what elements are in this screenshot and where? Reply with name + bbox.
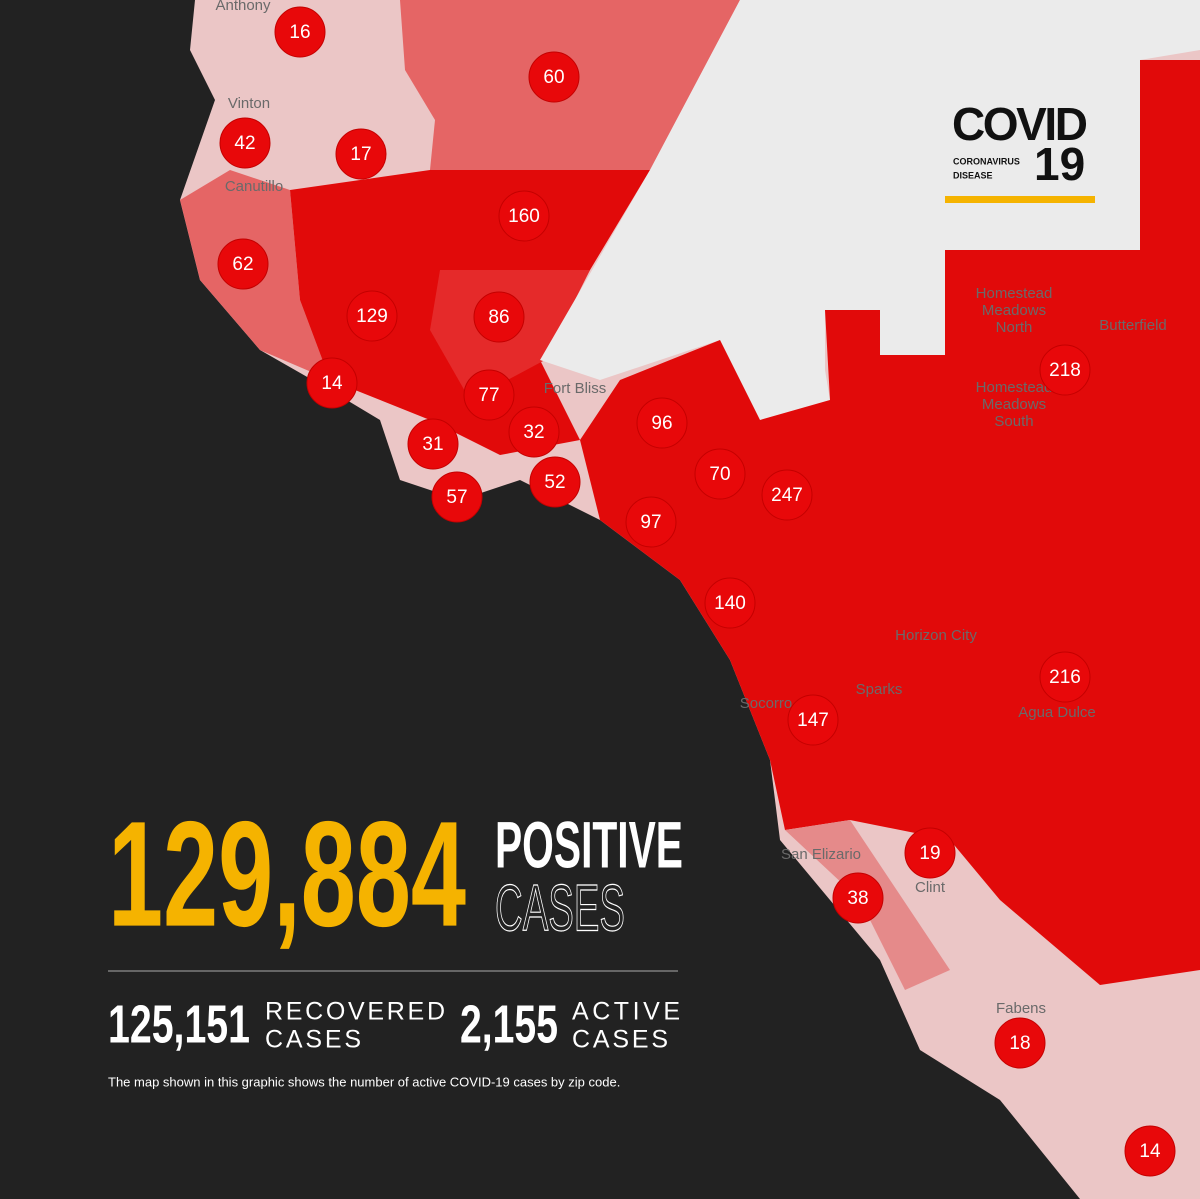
zip-marker [274, 6, 326, 58]
zip-count: 247 [771, 485, 803, 506]
zip-marker [335, 128, 387, 180]
place-label: Vinton [228, 95, 270, 112]
zip-marker [904, 827, 956, 879]
zip-count: 17 [350, 144, 371, 165]
zip-marker [625, 496, 677, 548]
zip-marker [1124, 1125, 1176, 1177]
zip-marker [407, 418, 459, 470]
place-label: North [996, 319, 1033, 336]
zip-marker [473, 291, 525, 343]
place-label: Anthony [215, 0, 271, 14]
active-label: CASES [572, 1026, 668, 1054]
zip-marker [346, 290, 398, 342]
place-label: Fabens [996, 1000, 1046, 1017]
place-label: Sparks [856, 681, 903, 698]
zip-count: 57 [446, 487, 467, 508]
place-label: Fort Bliss [544, 380, 607, 397]
place-label: Meadows [982, 302, 1046, 319]
recovered-count: 125,151 [108, 994, 250, 1054]
zip-count: 62 [232, 254, 253, 275]
zip-marker [704, 577, 756, 629]
zip-count: 129 [356, 306, 388, 327]
place-label: Horizon City [895, 627, 977, 644]
place-label: Clint [915, 879, 946, 896]
zip-count: 60 [543, 67, 564, 88]
zip-marker [694, 448, 746, 500]
zip-count: 77 [478, 385, 499, 406]
place-label: Butterfield [1099, 317, 1167, 334]
logo-title: COVID [952, 98, 1088, 150]
place-label: Socorro [740, 695, 793, 712]
place-label: South [994, 413, 1033, 430]
zip-marker [636, 397, 688, 449]
totals: 129,884 POSITIVE CASES 125,151 RECOVERED… [108, 790, 683, 1089]
active-label: ACTIVE [572, 998, 680, 1026]
place-label: Agua Dulce [1018, 704, 1096, 721]
zip-marker [431, 471, 483, 523]
zip-count: 140 [714, 593, 746, 614]
zip-count: 32 [523, 422, 544, 443]
logo-bar [945, 196, 1095, 203]
zip-marker [761, 469, 813, 521]
zip-marker [508, 406, 560, 458]
recovered-label: CASES [265, 1026, 361, 1054]
zip-count: 97 [640, 512, 661, 533]
zip-count: 19 [919, 843, 940, 864]
logo-subtitle: CORONAVIRUS [953, 156, 1020, 166]
zip-count: 86 [488, 307, 509, 328]
zip-marker [528, 51, 580, 103]
zip-count: 18 [1009, 1033, 1030, 1054]
logo: COVID CORONAVIRUS DISEASE 19 [945, 98, 1095, 203]
zip-count: 70 [709, 464, 730, 485]
zip-markers: 16 60 42 17 160 62 129 86 14 77 32 31 57 52 96 70 247 97 1… [217, 6, 1176, 1177]
logo-subtitle: DISEASE [953, 170, 993, 180]
zip-marker [498, 190, 550, 242]
zip-count: 14 [321, 373, 343, 394]
place-label: Homestead [976, 285, 1053, 302]
zip-marker [1039, 344, 1091, 396]
zip-marker [529, 456, 581, 508]
zip-marker [217, 238, 269, 290]
zip-count: 218 [1049, 360, 1081, 381]
zip-count: 96 [651, 413, 672, 434]
region-east [580, 60, 1200, 985]
zip-marker [219, 117, 271, 169]
place-label: Meadows [982, 396, 1046, 413]
positive-label: CASES [495, 870, 625, 944]
zip-count: 14 [1139, 1141, 1161, 1162]
place-label: San Elizario [781, 846, 861, 863]
positive-label: POSITIVE [495, 807, 683, 881]
place-label: Homestead [976, 379, 1053, 396]
zip-count: 31 [422, 434, 443, 455]
zip-marker [832, 872, 884, 924]
zip-count: 52 [544, 472, 565, 493]
logo-number: 19 [1034, 138, 1085, 190]
zip-count: 147 [797, 710, 829, 731]
place-label: Canutillo [225, 178, 283, 195]
zip-marker [306, 357, 358, 409]
note: The map shown in this graphic shows the … [108, 1074, 620, 1089]
recovered-label: RECOVERED [265, 998, 445, 1026]
zip-count: 42 [234, 133, 255, 154]
zip-marker [994, 1017, 1046, 1069]
positive-count: 129,884 [108, 790, 466, 958]
fort-bliss [540, 0, 1200, 420]
zip-marker [787, 694, 839, 746]
zip-marker [1039, 651, 1091, 703]
active-count: 2,155 [460, 994, 558, 1054]
zip-count: 216 [1049, 667, 1081, 688]
place-labels: Anthony Vinton Canutillo Fort Bliss Homestea… [215, 0, 1166, 1017]
zip-count: 38 [847, 888, 868, 909]
zip-count: 160 [508, 206, 540, 227]
zip-count: 16 [289, 22, 310, 43]
zip-marker [463, 369, 515, 421]
